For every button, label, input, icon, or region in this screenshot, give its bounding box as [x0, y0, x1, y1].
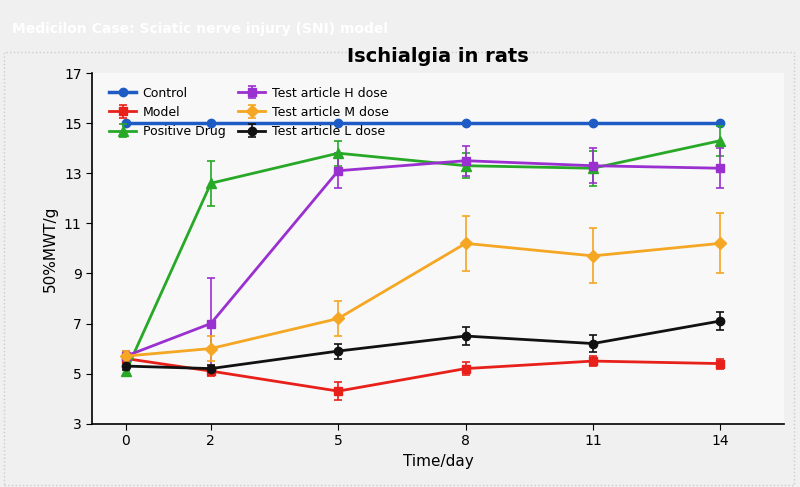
Text: Medicilon Case: Sciatic nerve injury (SNI) model: Medicilon Case: Sciatic nerve injury (SN… — [12, 22, 388, 36]
Control — [206, 120, 216, 126]
Title: Ischialgia in rats: Ischialgia in rats — [347, 47, 529, 66]
Control — [588, 120, 598, 126]
Line: Control: Control — [122, 119, 725, 127]
Control — [121, 120, 130, 126]
Control — [461, 120, 470, 126]
Control — [715, 120, 725, 126]
Control — [334, 120, 343, 126]
X-axis label: Time/day: Time/day — [402, 454, 474, 468]
Y-axis label: 50%MWT/g: 50%MWT/g — [43, 205, 58, 292]
Legend: Control, Model, Positive Drug, Test article H dose, Test article M dose, Test ar: Control, Model, Positive Drug, Test arti… — [105, 83, 392, 142]
